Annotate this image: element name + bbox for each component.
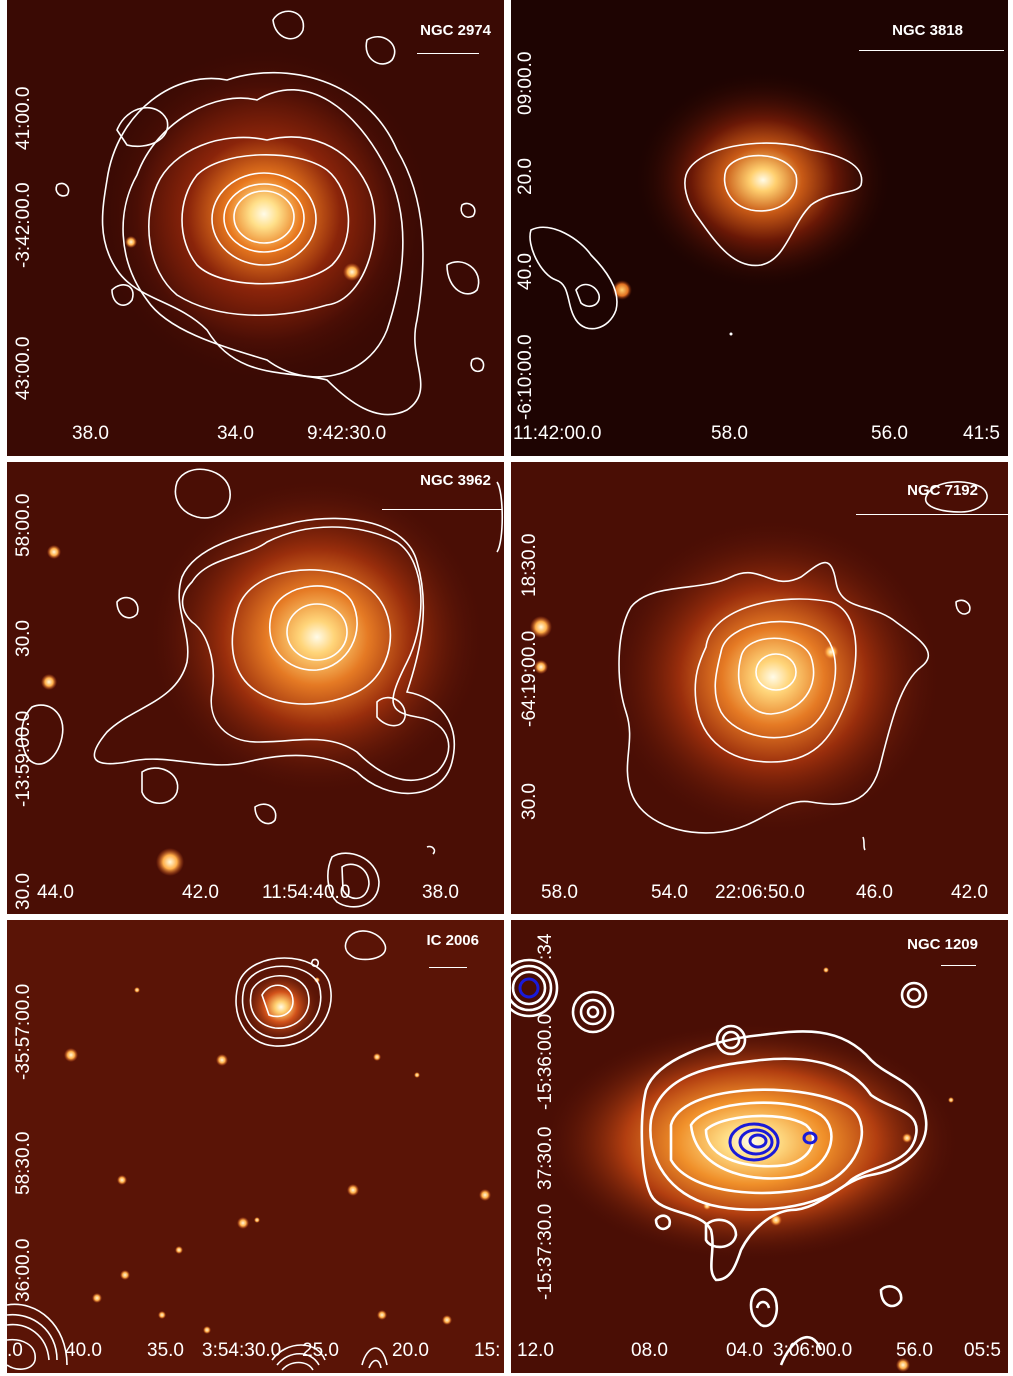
- y-tick-label: 36:00.0: [13, 1238, 34, 1302]
- x-tick-label: 56.0: [896, 1340, 933, 1361]
- x-tick-label: 3:54:30.0: [202, 1340, 282, 1361]
- y-tick-label: :34: [535, 933, 556, 960]
- x-tick-label: 38.0: [422, 882, 459, 903]
- x-tick-label: 35.0: [147, 1340, 184, 1361]
- x-tick-label: 54.0: [651, 882, 688, 903]
- x-tick-label: 44.0: [37, 882, 74, 903]
- contours: [55, 10, 485, 416]
- x-tick-label: 04.0: [726, 1340, 763, 1361]
- y-tick-label: 09:00.0: [515, 51, 536, 115]
- y-tick-label: 37:30.0: [535, 1126, 556, 1190]
- panel-ic2006: IC 2006 .0 40.0 35.0 3:54:30.0 25.0 20.0…: [7, 920, 504, 1373]
- star: [47, 545, 61, 559]
- y-tick-label: -35:57:00.0: [13, 983, 34, 1080]
- y-tick-label: 43:00.0: [13, 336, 34, 400]
- x-tick-label: 41:5: [963, 423, 1000, 444]
- x-tick-label: 11:42:00.0: [513, 423, 602, 444]
- x-tick-label: 25.0: [302, 1340, 339, 1361]
- star: [530, 616, 552, 638]
- panel-ngc1209-image: [511, 920, 1008, 1373]
- star: [156, 848, 184, 876]
- scale-bar: [429, 967, 467, 968]
- y-tick-label: -13:59:00.0: [13, 710, 34, 807]
- y-tick-label: -15:37:30.0: [535, 1203, 556, 1300]
- x-tick-label: 11:54:40.0: [262, 882, 351, 903]
- contours: [7, 930, 388, 1371]
- galaxy-core: [94, 44, 434, 384]
- star: [343, 263, 361, 281]
- panel-title: IC 2006: [426, 932, 479, 949]
- y-tick-label: 40.0: [515, 253, 536, 290]
- y-tick-label: -64:19:00.0: [519, 630, 540, 727]
- panel-ngc2974: NGC 2974 38.0 34.0 9:42:30.0 41:00.0 -3:…: [7, 0, 504, 456]
- panel-ic2006-image: [7, 920, 504, 1373]
- inner-contours: [518, 977, 818, 1162]
- y-tick-label: 58:00.0: [13, 493, 34, 557]
- galaxy-core: [633, 70, 893, 290]
- contours: [511, 958, 928, 1366]
- y-tick-label: 18:30.0: [519, 533, 540, 597]
- scale-bar: [941, 965, 976, 966]
- panel-title: NGC 7192: [907, 482, 978, 499]
- galaxy-core: [241, 969, 321, 1045]
- field-stars: [64, 977, 491, 1334]
- x-tick-label: 56.0: [871, 423, 908, 444]
- panel-ngc3818: NGC 3818 11:42:00.0 58.0 56.0 41:5 09:00…: [511, 0, 1008, 456]
- galaxy-core: [603, 517, 943, 837]
- star: [534, 660, 548, 674]
- x-tick-label: .0: [7, 1340, 23, 1361]
- panel-ngc2974-image: [7, 0, 504, 456]
- y-tick-label: 30.0: [13, 620, 34, 657]
- panel-ngc7192: NGC 7192 58.0 54.0 22:06:50.0 46.0 42.0 …: [511, 462, 1008, 914]
- y-tick-label: -6:10:00.0: [515, 334, 536, 420]
- x-tick-label: 38.0: [72, 423, 109, 444]
- x-tick-label: 05:5: [964, 1340, 1001, 1361]
- galaxy-core: [147, 477, 487, 797]
- star: [125, 236, 137, 248]
- y-tick-label: -3:42:00.0: [13, 182, 34, 268]
- scale-bar: [856, 514, 1008, 515]
- contours: [20, 468, 503, 908]
- star: [41, 674, 57, 690]
- x-tick-label: 22:06:50.0: [715, 882, 805, 903]
- y-tick-label: -15:36:00.0: [535, 1013, 556, 1110]
- contours: [529, 142, 863, 330]
- panel-title: NGC 1209: [907, 936, 978, 953]
- x-tick-label: 40.0: [65, 1340, 102, 1361]
- x-tick-label: 08.0: [631, 1340, 668, 1361]
- panel-ngc3818-image: [511, 0, 1008, 456]
- y-tick-label: 41:00.0: [13, 86, 34, 150]
- panel-ngc7192-image: [511, 462, 1008, 914]
- panel-ngc3962: NGC 3962 44.0 42.0 11:54:40.0 38.0 58:00…: [7, 462, 504, 914]
- panel-title: NGC 3962: [420, 472, 491, 489]
- y-tick-label: 20.0: [515, 158, 536, 195]
- y-tick-label: 30.0: [519, 783, 540, 820]
- x-tick-label: 12.0: [517, 1340, 554, 1361]
- x-tick-label: 58.0: [711, 423, 748, 444]
- scale-bar: [859, 50, 1004, 51]
- x-tick-label: 3:06:00.0: [773, 1340, 853, 1361]
- panel-title: NGC 3818: [892, 22, 963, 39]
- x-tick-label: 42.0: [951, 882, 988, 903]
- y-tick-label: 58:30.0: [13, 1131, 34, 1195]
- x-tick-label: 58.0: [541, 882, 578, 903]
- x-tick-label: 20.0: [392, 1340, 429, 1361]
- x-tick-label: 42.0: [182, 882, 219, 903]
- x-tick-label: 9:42:30.0: [307, 423, 387, 444]
- scale-bar: [382, 509, 502, 510]
- x-tick-label: 15:: [474, 1340, 501, 1361]
- scale-bar: [417, 53, 479, 54]
- x-tick-label: 34.0: [217, 423, 254, 444]
- panel-ngc1209: NGC 1209 12.0 08.0 04.0 3:06:00.0 56.0 0…: [511, 920, 1008, 1373]
- panel-title: NGC 2974: [420, 22, 491, 39]
- contours: [618, 481, 988, 851]
- panel-ngc3962-image: [7, 462, 504, 914]
- y-tick-label: 30.0: [13, 873, 34, 910]
- x-tick-label: 46.0: [856, 882, 893, 903]
